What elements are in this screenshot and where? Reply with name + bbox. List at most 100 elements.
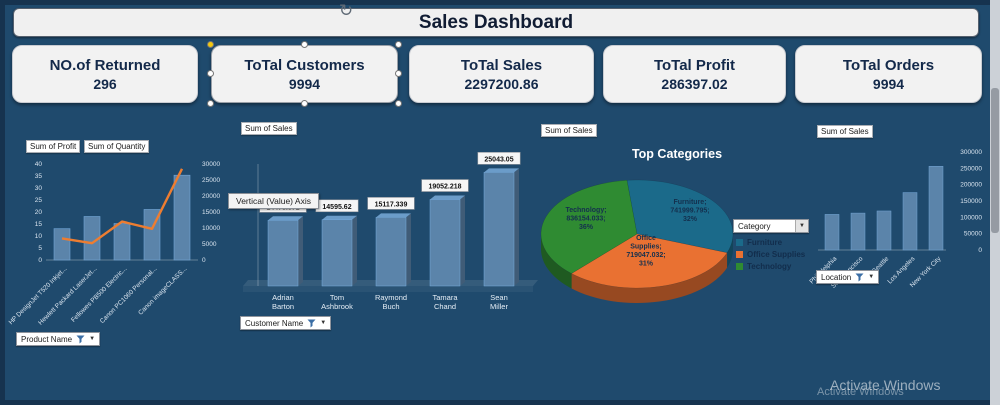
product-name-filter-button[interactable]: Product Name ▼: [16, 332, 101, 346]
legend-item-furniture[interactable]: Furniture: [736, 238, 805, 247]
top-categories-pie-chart[interactable]: Furniture; 741999.795; 32% Office Supplies; 7…: [530, 142, 740, 317]
product-label: Hewlett Packard LaserJet...: [37, 265, 98, 326]
left-axis-tick: 30: [35, 185, 43, 192]
dashboard-title-bar: Sales Dashboard: [13, 8, 979, 37]
pie-slice-furniture[interactable]: [626, 179, 734, 253]
selection-handle[interactable]: [207, 70, 214, 77]
pie-slice-rim: [541, 234, 572, 289]
customer-label: Miller: [490, 302, 508, 311]
chevron-down-icon: ▼: [795, 220, 808, 232]
pie-slice-technology[interactable]: [540, 180, 638, 274]
selection-handle[interactable]: [300, 100, 308, 107]
value-axis-tick: 200000: [960, 182, 982, 189]
kpi-label: ToTal Sales: [460, 56, 543, 74]
sales-bar[interactable]: [429, 199, 461, 287]
chart-floor-front: [243, 286, 533, 292]
legend-swatch: [736, 251, 743, 258]
right-axis-tick: 15000: [202, 209, 220, 216]
selection-handle[interactable]: [395, 41, 402, 48]
customer-label: Sean: [490, 293, 508, 302]
kpi-label: NO.of Returned: [49, 56, 161, 74]
page-title: Sales Dashboard: [418, 11, 574, 33]
bar-top: [430, 195, 465, 200]
bar-top: [376, 213, 411, 218]
data-label: 14595.62: [322, 204, 351, 211]
kpi-card-sales[interactable]: ToTal Sales 2297200.86: [409, 45, 594, 103]
category-dropdown[interactable]: Category ▼: [733, 219, 809, 233]
right-axis-tick: 20000: [202, 193, 220, 200]
selection-handle[interactable]: [207, 41, 214, 48]
selection-handle[interactable]: [395, 70, 402, 77]
customer-name-filter-button[interactable]: Customer Name ▼: [240, 316, 332, 330]
sales-bar[interactable]: [375, 217, 407, 287]
field-button-sum-of-sales-customers[interactable]: Sum of Sales: [241, 122, 297, 135]
bar-top: [268, 216, 303, 221]
filter-label: Location: [821, 272, 852, 282]
scrollbar-thumb[interactable]: [991, 88, 999, 233]
location-filter-button[interactable]: Location ▼: [816, 270, 880, 284]
legend-item-office-supplies[interactable]: Office Supplies: [736, 250, 805, 259]
pie-data-label: 836154.033;: [566, 216, 605, 223]
field-button-sum-of-sales-pie[interactable]: Sum of Sales: [541, 124, 597, 137]
profit-line[interactable]: [61, 168, 184, 245]
pie-slice-office-supplies[interactable]: [571, 233, 728, 289]
pie-legend: Furniture Office Supplies Technology: [736, 238, 805, 271]
field-button-sum-of-quantity[interactable]: Sum of Quantity: [84, 140, 150, 153]
sales-bar[interactable]: [824, 214, 840, 251]
field-button-sum-of-profit[interactable]: Sum of Profit: [26, 140, 81, 153]
profit-quantity-chart[interactable]: 0 5 10 15 20 25 30 35 40 0 5000 10000 15000 20000 2500…: [8, 138, 256, 334]
pie-data-label: Technology;: [565, 207, 606, 214]
legend-item-technology[interactable]: Technology: [736, 262, 805, 271]
customer-label: Tom: [330, 293, 344, 302]
product-label: Fellowes PB500 Electric...: [70, 265, 128, 323]
pie-data-label: Office: [636, 235, 656, 242]
value-axis-tick: 300000: [960, 149, 982, 156]
quantity-bar[interactable]: [53, 228, 71, 261]
sales-bar[interactable]: [483, 172, 515, 287]
chevron-down-icon: ▼: [320, 320, 327, 326]
left-axis-tick: 5: [38, 245, 42, 252]
selection-handle[interactable]: [300, 41, 308, 48]
quantity-bar[interactable]: [173, 174, 191, 261]
left-axis-tick: 40: [35, 161, 43, 168]
pie-data-label: Supplies;: [630, 244, 662, 251]
sales-bar[interactable]: [850, 212, 866, 251]
selection-handle[interactable]: [395, 100, 402, 107]
customer-label: Raymond: [375, 293, 407, 302]
legend-swatch: [736, 263, 743, 270]
sales-bar[interactable]: [928, 165, 944, 251]
sales-bar[interactable]: [876, 210, 892, 251]
kpi-card-returned[interactable]: NO.of Returned 296: [12, 45, 198, 103]
filter-label: Customer Name: [245, 318, 304, 328]
product-label: Canon PC1060 Personal...: [99, 265, 159, 325]
kpi-value: 9994: [288, 75, 321, 92]
vertical-scrollbar[interactable]: [990, 0, 1000, 405]
quantity-bar[interactable]: [113, 223, 131, 261]
customer-sales-chart[interactable]: 14473.57114595.6215117.33919052.21825043…: [238, 136, 538, 314]
chevron-down-icon: ▼: [868, 274, 875, 280]
sales-bar[interactable]: [321, 219, 353, 287]
value-axis-tick: 150000: [960, 198, 982, 205]
field-button-sum-of-sales-cities[interactable]: Sum of Sales: [817, 125, 873, 138]
filter-label: Product Name: [21, 334, 73, 344]
kpi-card-orders[interactable]: ToTal Orders 9994: [795, 45, 982, 103]
pie-data-label: Furniture;: [673, 199, 706, 206]
pie-data-label: 32%: [683, 216, 698, 223]
kpi-value: 296: [93, 75, 117, 92]
kpi-card-customers[interactable]: ToTal Customers 9994: [207, 41, 402, 107]
pie-slice-rim: [571, 252, 728, 304]
bar-side: [460, 195, 465, 286]
activate-windows-watermark-2: Activate Windows: [817, 386, 904, 398]
data-label-box: [477, 152, 521, 165]
selection-handle[interactable]: [207, 100, 214, 107]
sales-bar[interactable]: [267, 220, 299, 287]
city-sales-chart[interactable]: 050000100000150000200000250000300000Phil…: [808, 140, 987, 302]
sales-bar[interactable]: [902, 192, 918, 251]
pie-data-label: 741999.795;: [670, 208, 709, 215]
right-axis-tick: 30000: [202, 161, 220, 168]
kpi-card-profit[interactable]: ToTal Profit 286397.02: [603, 45, 786, 103]
pie-data-label: 31%: [639, 261, 654, 268]
refresh-icon[interactable]: ↻: [338, 1, 354, 20]
customer-label: Chand: [434, 302, 456, 311]
